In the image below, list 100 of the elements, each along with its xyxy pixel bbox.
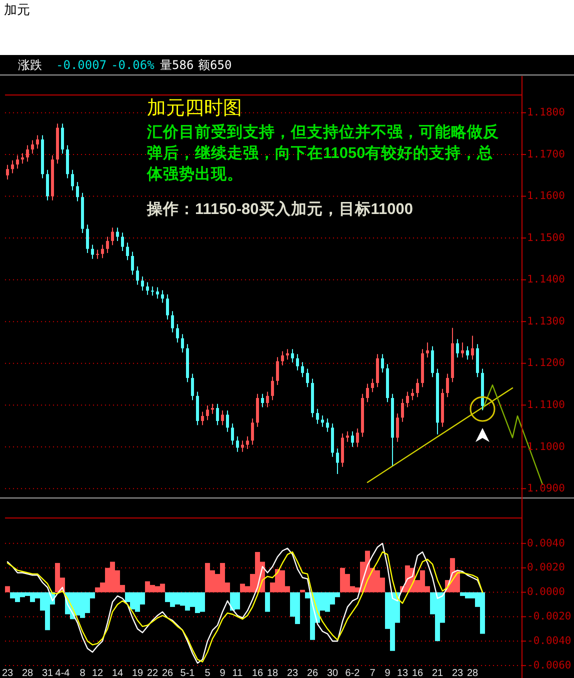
y-tick-label: 1.1600 <box>527 190 565 202</box>
candlestick <box>296 354 299 371</box>
y-tick-label: 0.0020 <box>527 562 565 574</box>
x-tick-label: 11 <box>232 668 244 678</box>
y-tick-label: 1.1200 <box>527 357 565 370</box>
candlestick <box>16 154 19 170</box>
y-tick-label: 1.1700 <box>527 148 565 160</box>
x-tick-label: 23 <box>452 668 464 678</box>
candlestick <box>21 152 24 164</box>
x-tick-label: 30 <box>326 668 338 678</box>
x-tick-label: 13 <box>396 668 408 678</box>
candlestick <box>461 342 464 358</box>
candlestick <box>366 383 369 403</box>
text: -0.0007 <box>56 58 107 72</box>
candlestick <box>181 334 184 353</box>
candlestick <box>11 160 14 174</box>
x-tick-label: 26 <box>162 668 174 678</box>
x-tick-label: 28 <box>466 668 478 678</box>
bar <box>265 592 270 612</box>
candlestick <box>401 398 404 422</box>
x-tick-label: 8 <box>80 668 86 678</box>
candlestick <box>71 169 74 191</box>
candlestick <box>76 182 79 202</box>
candlestick <box>211 403 214 414</box>
candlestick <box>266 391 269 408</box>
y-tick-label: 0.0040 <box>527 537 565 550</box>
candlestick <box>406 391 409 408</box>
candlestick <box>126 242 129 261</box>
candlestick <box>381 354 384 374</box>
candlestick <box>106 236 109 254</box>
candlestick <box>291 348 294 363</box>
x-tick-label: 16 <box>412 668 424 678</box>
candlestick <box>431 346 434 378</box>
y-tick-label: 0.0000 <box>527 586 565 598</box>
candlestick <box>346 430 349 442</box>
y-tick-label: -0.0060 <box>527 659 572 672</box>
text: 加元 <box>4 2 30 17</box>
candlestick <box>101 244 104 259</box>
candlestick <box>446 373 449 398</box>
candlestick <box>91 244 94 260</box>
text: 涨跌 <box>18 58 42 72</box>
text: -0.06% <box>111 58 156 72</box>
x-tick-label: 19 <box>132 668 144 678</box>
candlestick <box>471 335 474 360</box>
x-tick-label: 9 <box>220 668 226 678</box>
candlestick <box>96 249 99 260</box>
y-tick-label: 1.1100 <box>527 398 565 411</box>
candlestick <box>396 412 399 442</box>
y-tick-label: -0.0040 <box>527 635 572 648</box>
candlestick <box>146 282 149 296</box>
y-tick-label: -0.0020 <box>527 610 572 623</box>
candlestick <box>131 251 134 276</box>
candlestick <box>456 338 459 358</box>
candlestick <box>236 436 239 452</box>
candlestick <box>136 266 139 286</box>
x-tick-label: 6-2 <box>345 668 360 678</box>
candlestick <box>281 350 284 366</box>
y-tick-label: 1.1400 <box>527 274 565 286</box>
y-tick-label: 1.1500 <box>527 232 565 244</box>
candlestick <box>336 448 339 475</box>
candlestick <box>276 356 279 386</box>
candlestick <box>61 123 64 154</box>
candlestick <box>466 346 469 360</box>
candlestick <box>111 227 114 246</box>
text: 量586 <box>160 58 194 72</box>
candlestick <box>156 286 159 300</box>
x-tick-label: 5 <box>204 668 211 678</box>
x-tick-label: 7 <box>370 668 376 678</box>
x-tick-label: 12 <box>92 668 104 678</box>
x-tick-label: 23 <box>286 668 298 678</box>
bar <box>300 590 305 592</box>
y-tick-label: 1.1800 <box>527 106 565 119</box>
candlestick <box>121 232 124 252</box>
candlestick <box>306 368 309 388</box>
annotation: 弹后，继续走强，向下在11050有较好的支持，总 <box>147 144 494 162</box>
x-tick-label: 9 <box>384 668 391 678</box>
x-tick-label: 5-1 <box>180 668 196 678</box>
text: 额650 <box>198 58 232 72</box>
candlestick <box>286 348 289 360</box>
candlestick <box>251 418 254 446</box>
candlestick <box>416 378 419 398</box>
x-tick-label: 4-4 <box>55 668 70 678</box>
candlestick <box>246 436 249 450</box>
candlestick <box>206 405 209 421</box>
candlestick <box>171 310 174 333</box>
candlestick <box>166 294 169 320</box>
candlestick <box>151 286 154 296</box>
candlestick <box>6 164 9 180</box>
x-tick-label: 23 <box>2 668 14 678</box>
candlestick <box>426 342 429 358</box>
candlestick <box>26 144 29 162</box>
candlestick <box>36 134 39 150</box>
candlestick <box>201 411 204 426</box>
candlestick <box>301 362 304 378</box>
x-tick-label: 31 <box>42 668 54 678</box>
candlestick <box>351 430 354 448</box>
x-tick-label: 16 <box>252 668 264 678</box>
x-tick-label: 21 <box>432 668 444 678</box>
x-tick-label: 18 <box>266 668 278 678</box>
x-tick-label: 28 <box>22 668 34 678</box>
